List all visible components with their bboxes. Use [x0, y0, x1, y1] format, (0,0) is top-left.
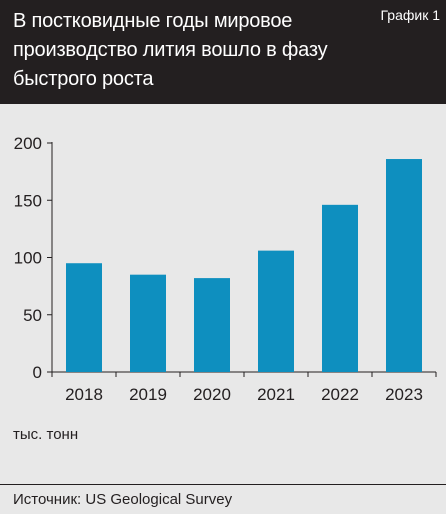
chart-number-badge: График 1: [380, 7, 440, 23]
y-tick-label: 200: [14, 134, 42, 153]
x-tick-label: 2022: [321, 385, 359, 404]
y-tick-label: 50: [23, 306, 42, 325]
bar-2021: [258, 250, 294, 372]
y-tick-label: 0: [33, 363, 42, 382]
bar-2022: [322, 204, 358, 372]
bar-2023: [386, 159, 422, 372]
x-tick-label: 2023: [385, 385, 423, 404]
x-tick-label: 2019: [129, 385, 167, 404]
x-tick-label: 2018: [65, 385, 103, 404]
footer-divider: [0, 484, 446, 485]
bar-2019: [130, 274, 166, 372]
unit-label: тыс. тонн: [13, 426, 79, 443]
x-tick-label: 2021: [257, 385, 295, 404]
chart-title: В постковидные годы мировое производство…: [13, 10, 328, 90]
chart-header: В постковидные годы мировое производство…: [0, 0, 446, 104]
bar-chart: 0 50 100 150 200 2018 2019 2020 2021 2022 2023: [14, 134, 437, 404]
x-tick-label: 2020: [193, 385, 231, 404]
source-note: Источник: US Geological Survey: [13, 491, 233, 508]
bar-2018: [66, 263, 102, 372]
bar-2020: [194, 278, 230, 372]
y-tick-label: 150: [14, 191, 42, 210]
y-tick-label: 100: [14, 249, 42, 268]
